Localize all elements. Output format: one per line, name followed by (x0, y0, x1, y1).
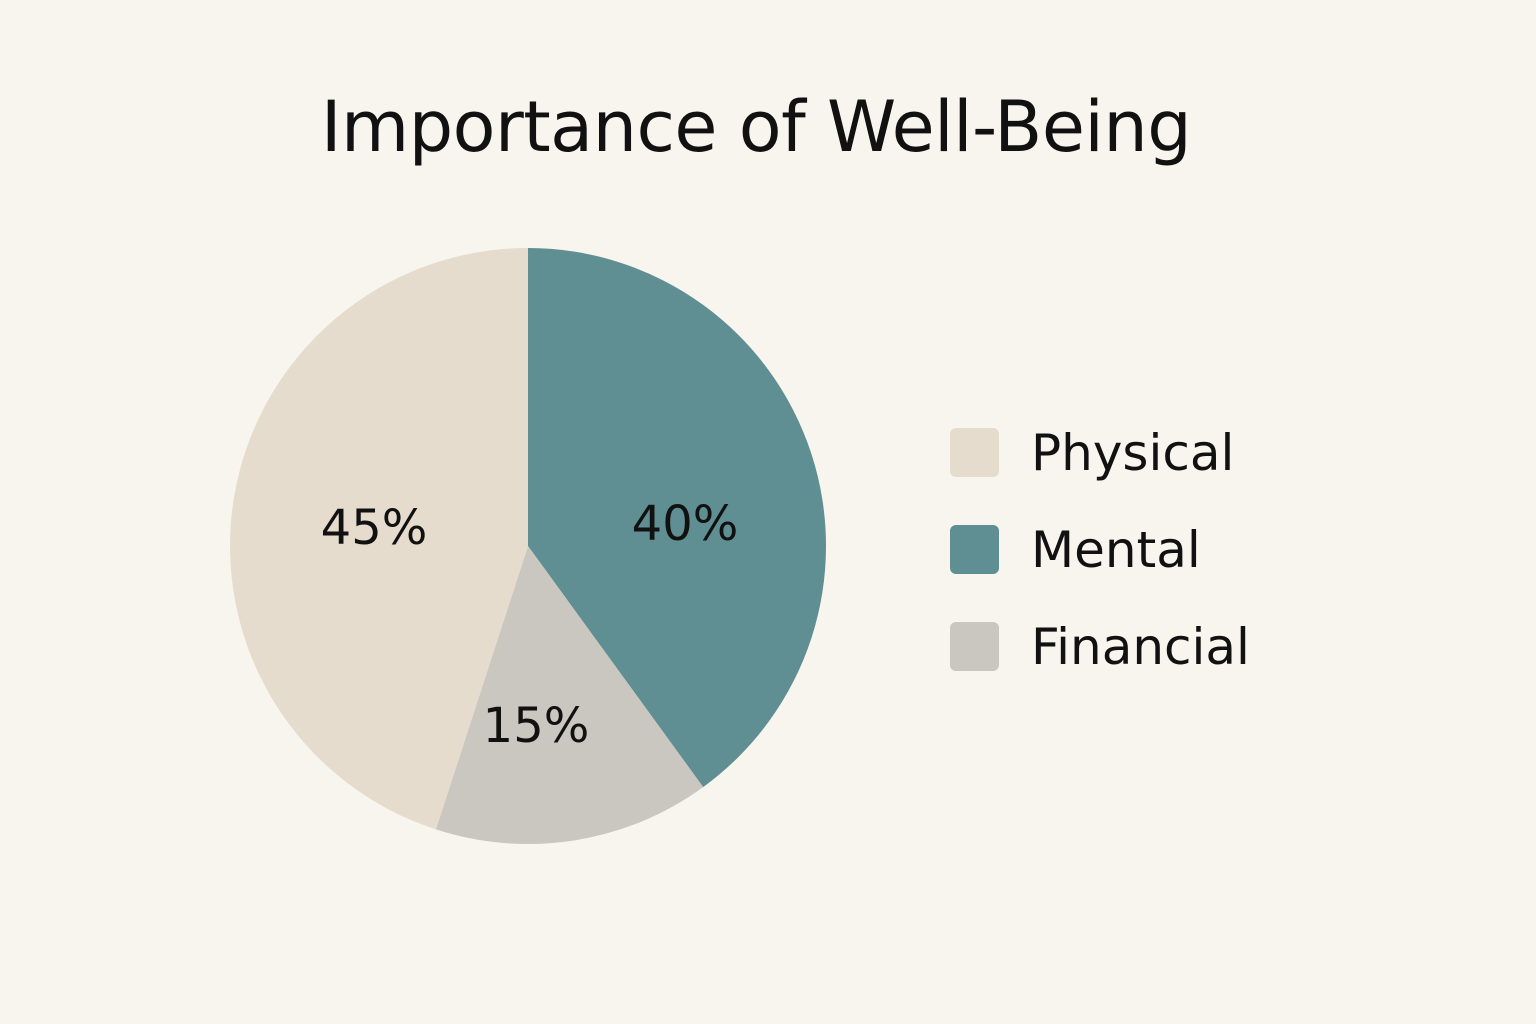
legend-swatch-physical (950, 428, 999, 477)
legend-swatch-mental (950, 525, 999, 574)
legend-label-financial: Financial (1031, 618, 1250, 676)
slice-label-physical: 45% (321, 500, 428, 556)
pie-slice-mental (528, 248, 826, 788)
slice-label-mental: 40% (632, 496, 739, 552)
legend-label-mental: Mental (1031, 521, 1201, 579)
pie-slice-physical (230, 248, 529, 830)
slice-label-financial: 15% (483, 698, 590, 754)
pie-slice-financial (435, 546, 704, 844)
legend-swatch-financial (950, 622, 999, 671)
legend-label-physical: Physical (1031, 424, 1235, 482)
chart-title: Importance of Well-Being (320, 86, 1192, 168)
